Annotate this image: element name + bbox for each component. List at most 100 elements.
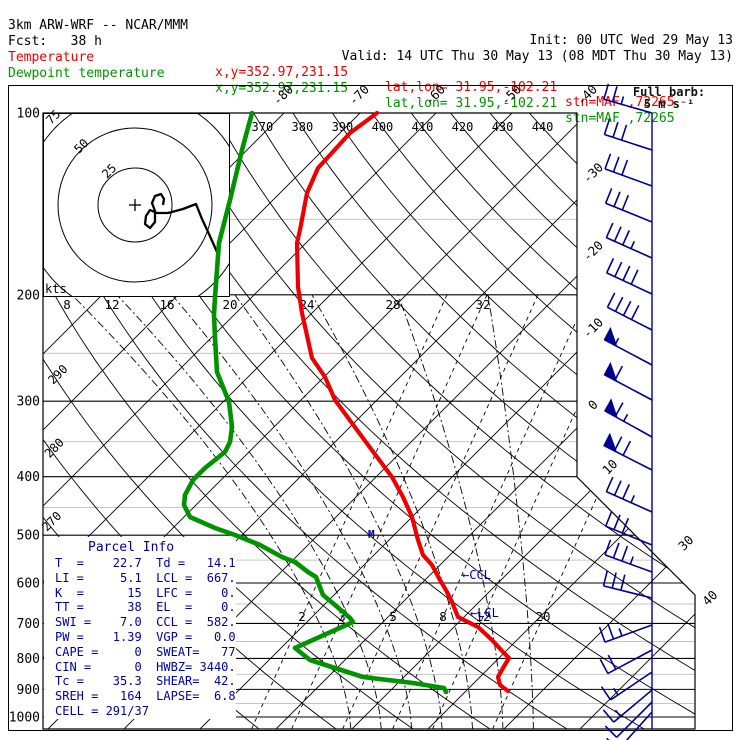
dry-adiabat xyxy=(332,113,695,729)
ccl-marker: ←CCL xyxy=(462,568,491,582)
parcel-info-title: Parcel Info xyxy=(88,540,175,555)
dry-adiabat xyxy=(292,113,695,729)
header-line-2: Fcst: 38 h Valid: 14 UTC Thu 30 May 13 (… xyxy=(0,19,740,64)
wind-barb-full-tick xyxy=(603,83,610,100)
dry-adiabat-label-top: 390 xyxy=(332,120,354,134)
parcel-row: SREH = 164 LAPSE= 6.8 xyxy=(55,689,236,704)
wind-barb-stem xyxy=(603,585,653,599)
wind-barb-half-tick xyxy=(612,687,619,696)
wind-barb-full-tick xyxy=(630,304,640,320)
wind-barb-full-tick xyxy=(604,539,612,556)
hodograph-trace xyxy=(143,192,219,253)
parcel-row: CAPE = 0 SWEAT= 77 xyxy=(55,644,236,659)
dry-adiabat-label-top: 400 xyxy=(372,120,394,134)
wind-barb-stem xyxy=(616,701,653,738)
isotherm-line xyxy=(503,113,695,729)
wind-barb-full-tick xyxy=(606,292,616,308)
wind-barb xyxy=(605,258,653,295)
parcel-info-backing xyxy=(44,537,236,719)
wind-barb-half-tick xyxy=(630,241,635,249)
isotherm-line xyxy=(351,113,695,729)
dry-adiabat-label-left: 290 xyxy=(45,362,70,387)
hodograph-ring xyxy=(97,167,173,243)
wind-barb xyxy=(599,649,653,675)
hodograph-ring xyxy=(57,127,213,283)
dry-adiabat-label-top: 410 xyxy=(412,120,434,134)
wind-barb-half-tick xyxy=(618,628,623,637)
wind-barb-full-tick xyxy=(612,542,620,559)
wind-barb-full-tick xyxy=(613,191,621,207)
wind-barb xyxy=(602,689,653,723)
wind-barb xyxy=(605,476,653,513)
dry-adiabat xyxy=(410,113,695,729)
isotherm-line xyxy=(43,113,513,729)
parcel-row: T = 22.7 Td = 14.1 xyxy=(55,556,236,570)
dry-adiabat xyxy=(450,113,695,729)
parcel-row: CELL = 291/37 xyxy=(55,703,149,718)
wind-barb-column xyxy=(598,83,653,740)
wind-barb-stem xyxy=(603,98,653,114)
wind-barb-full-tick xyxy=(611,572,617,589)
barb-legend-line1: Full barb: xyxy=(633,85,705,99)
wind-barb-full-tick xyxy=(614,365,624,381)
parcel-row: TT = 38 EL = 0. xyxy=(55,600,236,615)
barb-legend-line2: 5 m s⁻¹ xyxy=(644,97,695,111)
moist-adiabat xyxy=(311,294,474,729)
wind-barb-stem xyxy=(607,306,653,331)
moist-adiabat xyxy=(397,294,504,729)
pressure-tick-label: 400 xyxy=(17,470,40,485)
wind-barb-full-tick xyxy=(604,511,613,527)
isotherm-line xyxy=(199,113,695,729)
dewpoint-legend-row: Dewpoint temperature x,y=352.97,231.15 l… xyxy=(0,51,740,126)
wind-barb-full-tick xyxy=(621,194,630,211)
wind-barb-full-tick xyxy=(630,269,639,285)
pressure-tick-label: 600 xyxy=(17,577,40,592)
wind-barb-full-tick xyxy=(598,626,606,643)
wind-barb-half-tick xyxy=(620,96,625,105)
wind-barb-pennant xyxy=(603,432,618,453)
wind-barb-full-tick xyxy=(607,623,615,640)
wind-barb-stem xyxy=(605,202,653,223)
wind-barb-full-tick xyxy=(611,86,618,102)
wind-barb-full-tick xyxy=(622,230,631,246)
isotherm-line xyxy=(427,113,695,729)
wind-barb-full-tick xyxy=(605,258,615,274)
wind-barb-pennant xyxy=(604,398,618,419)
wind-barb-full-tick xyxy=(622,300,632,316)
temperature-legend-row: Temperature x,y=352.97,231.15 lat,lon= 3… xyxy=(0,35,740,110)
dry-adiabat xyxy=(174,113,695,729)
wind-barb xyxy=(602,570,653,599)
dewpoint-stn: stn=MAF ,72265 xyxy=(565,111,675,126)
wind-barb-full-tick xyxy=(613,514,621,530)
m-marker: M xyxy=(368,528,375,541)
parcel-info-table: T = 22.7 Td = 14.1 LI = 5.1 LCL = 667. K… xyxy=(55,556,236,719)
dry-adiabat xyxy=(43,113,492,729)
wind-barb-full-tick xyxy=(620,574,626,591)
dry-adiabat xyxy=(253,113,695,729)
wind-barb-stem xyxy=(604,554,653,573)
pressure-tick-label: 1000 xyxy=(9,711,40,726)
wind-barb xyxy=(604,511,653,546)
wind-barb-full-tick xyxy=(605,476,614,492)
wind-barb xyxy=(603,326,653,366)
wind-barb-half-tick xyxy=(614,709,622,717)
plot-border xyxy=(42,112,696,730)
wind-barb-full-tick xyxy=(622,265,631,281)
parcel-row: CIN = 0 HWBZ= 3440. xyxy=(55,659,236,674)
dry-adiabat-label-top: 380 xyxy=(292,120,314,134)
wind-barb-full-tick xyxy=(612,121,619,138)
wind-barb xyxy=(603,361,653,401)
pressure-tick-label: 100 xyxy=(17,107,40,122)
wind-barb-half-tick xyxy=(622,413,629,422)
temperature-xy: x,y=352.97,231.15 xyxy=(215,65,349,80)
wind-barb-full-tick xyxy=(613,480,622,496)
isotherm-label-right: 0 xyxy=(585,397,601,413)
pressure-tick-label: 900 xyxy=(17,683,40,698)
wind-barb-stem xyxy=(607,649,653,675)
wind-barb-pennant xyxy=(603,326,618,348)
wind-barb xyxy=(604,701,653,738)
isotherm-label-right: 10 xyxy=(599,456,620,477)
mixing-ratio-line xyxy=(342,294,539,729)
